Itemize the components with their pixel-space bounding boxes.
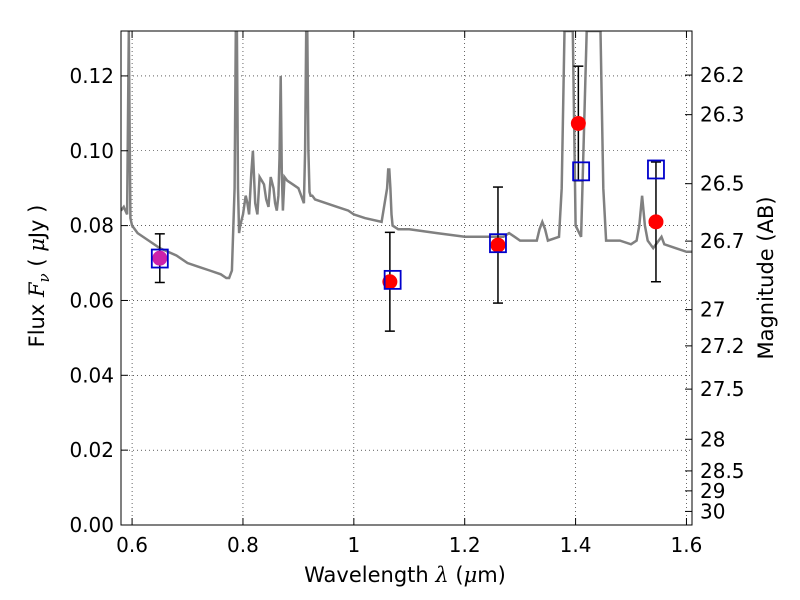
y-tick-label: 0.08 <box>69 214 114 238</box>
observed-point <box>490 237 506 253</box>
mag-tick-label: 30 <box>700 499 725 523</box>
mag-tick-label: 26.7 <box>700 229 745 253</box>
y-tick-label: 0.12 <box>69 64 114 88</box>
model-square <box>489 233 507 254</box>
x-tick-label: 1.6 <box>671 533 703 557</box>
mag-tick-label: 29 <box>700 479 725 503</box>
y-tick-label: 0.02 <box>69 438 114 462</box>
spectrum-line <box>121 31 692 280</box>
y-tick-label: 0.00 <box>69 513 114 537</box>
x-tick-label: 1 <box>347 533 360 557</box>
model-square <box>572 161 591 182</box>
mag-tick-label: 26.3 <box>700 103 745 127</box>
model-spectrum <box>121 31 692 280</box>
x-tick-label: 0.6 <box>116 533 148 557</box>
y-tick-label: 0.10 <box>69 139 114 163</box>
x-tick-label: 0.8 <box>227 533 259 557</box>
ticks: 0.6 0.8 1 1.2 1.4 1.6 0.00 0.02 0.04 0.06 0.08 0.10… <box>69 31 745 557</box>
model-square <box>383 269 402 290</box>
x-axis-title: Wavelength λ (μm) <box>304 563 506 587</box>
y-tick-label: 0.04 <box>69 363 114 387</box>
mag-tick-label: 27.5 <box>700 377 745 401</box>
observed-point <box>152 250 168 266</box>
mag-tick-label: 26.2 <box>700 63 745 87</box>
observed-point <box>570 115 586 131</box>
model-photometry-markers <box>150 159 665 290</box>
observed-flux-points <box>152 115 664 290</box>
y-axis-right-title: Magnitude (AB) <box>754 196 778 359</box>
grid <box>121 31 692 526</box>
observed-point <box>382 274 398 290</box>
plot-frame <box>120 30 693 526</box>
mag-tick-label: 26.5 <box>700 172 745 196</box>
mag-tick-label: 28 <box>700 427 725 451</box>
y-axis-title: Flux Fν ( μJy ) <box>25 205 53 348</box>
model-square <box>150 248 169 269</box>
x-tick-label: 1.2 <box>449 533 481 557</box>
y-tick-label: 0.06 <box>69 288 114 312</box>
observed-point <box>648 214 664 230</box>
mag-tick-label: 28.5 <box>700 459 745 483</box>
model-square <box>647 159 665 180</box>
x-tick-label: 1.4 <box>560 533 592 557</box>
mag-tick-label: 27.2 <box>700 334 745 358</box>
mag-tick-label: 27 <box>700 298 725 322</box>
